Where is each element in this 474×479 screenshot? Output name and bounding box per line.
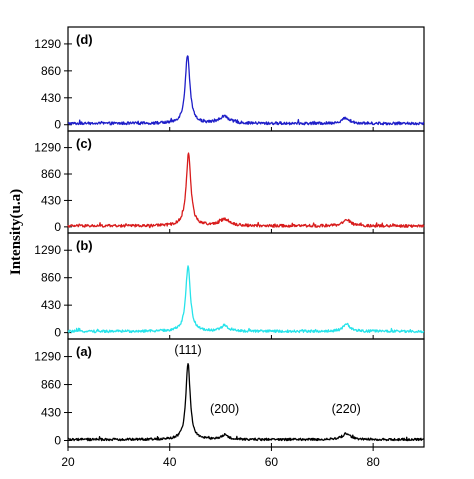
panel-d: 0 430 860 1290 (d) bbox=[34, 26, 425, 132]
y-tick-label: 0 bbox=[54, 220, 61, 234]
y-axis-label: Intensity(u.a) bbox=[8, 189, 24, 275]
panel-label: (d) bbox=[76, 32, 93, 47]
panel-b: 0 430 860 1290 (b) bbox=[34, 232, 425, 340]
y-tick-label: 860 bbox=[41, 378, 61, 392]
y-tick-label: 1290 bbox=[34, 37, 61, 51]
y-tick-label: 860 bbox=[41, 64, 61, 78]
y-tick-label: 1290 bbox=[34, 350, 61, 364]
panel-frame bbox=[67, 338, 425, 448]
y-tick-label: 1290 bbox=[34, 141, 61, 155]
y-tick-label: 430 bbox=[41, 193, 61, 207]
x-tick-label: 60 bbox=[265, 455, 279, 469]
x-tick-label: 20 bbox=[61, 455, 75, 469]
panel-label: (b) bbox=[76, 238, 93, 253]
panel-frame bbox=[67, 130, 425, 234]
peak-label: (200) bbox=[210, 402, 239, 416]
peak-label: (220) bbox=[332, 402, 361, 416]
chart-panels: 0 430 860 1290 (d) 0 430 860 1290 (c) 0 430 860 1290 (… bbox=[34, 26, 425, 448]
x-tick-label: 80 bbox=[366, 455, 380, 469]
series-line bbox=[67, 265, 425, 334]
y-tick-label: 0 bbox=[54, 433, 61, 447]
panel-c: 0 430 860 1290 (c) bbox=[34, 130, 425, 234]
y-tick-label: 0 bbox=[54, 118, 61, 132]
panel-a: 0 430 860 1290 (a) (111) (200) (220) bbox=[34, 338, 425, 448]
series-line bbox=[67, 363, 425, 442]
series-line bbox=[67, 55, 425, 126]
peak-label: (111) bbox=[174, 343, 201, 357]
x-axis: 20 40 60 80 bbox=[61, 447, 380, 469]
y-tick-label: 430 bbox=[41, 298, 61, 312]
y-tick-label: 0 bbox=[54, 326, 61, 340]
y-tick-label: 1290 bbox=[34, 243, 61, 257]
y-tick-label: 860 bbox=[41, 271, 61, 285]
panel-frame bbox=[67, 26, 425, 132]
panel-frame bbox=[67, 232, 425, 340]
y-tick-label: 430 bbox=[41, 91, 61, 105]
y-tick-label: 860 bbox=[41, 167, 61, 181]
panel-label: (c) bbox=[76, 136, 92, 151]
series-line bbox=[67, 152, 425, 229]
panel-label: (a) bbox=[76, 344, 92, 359]
y-tick-label: 430 bbox=[41, 406, 61, 420]
x-tick-label: 40 bbox=[163, 455, 177, 469]
